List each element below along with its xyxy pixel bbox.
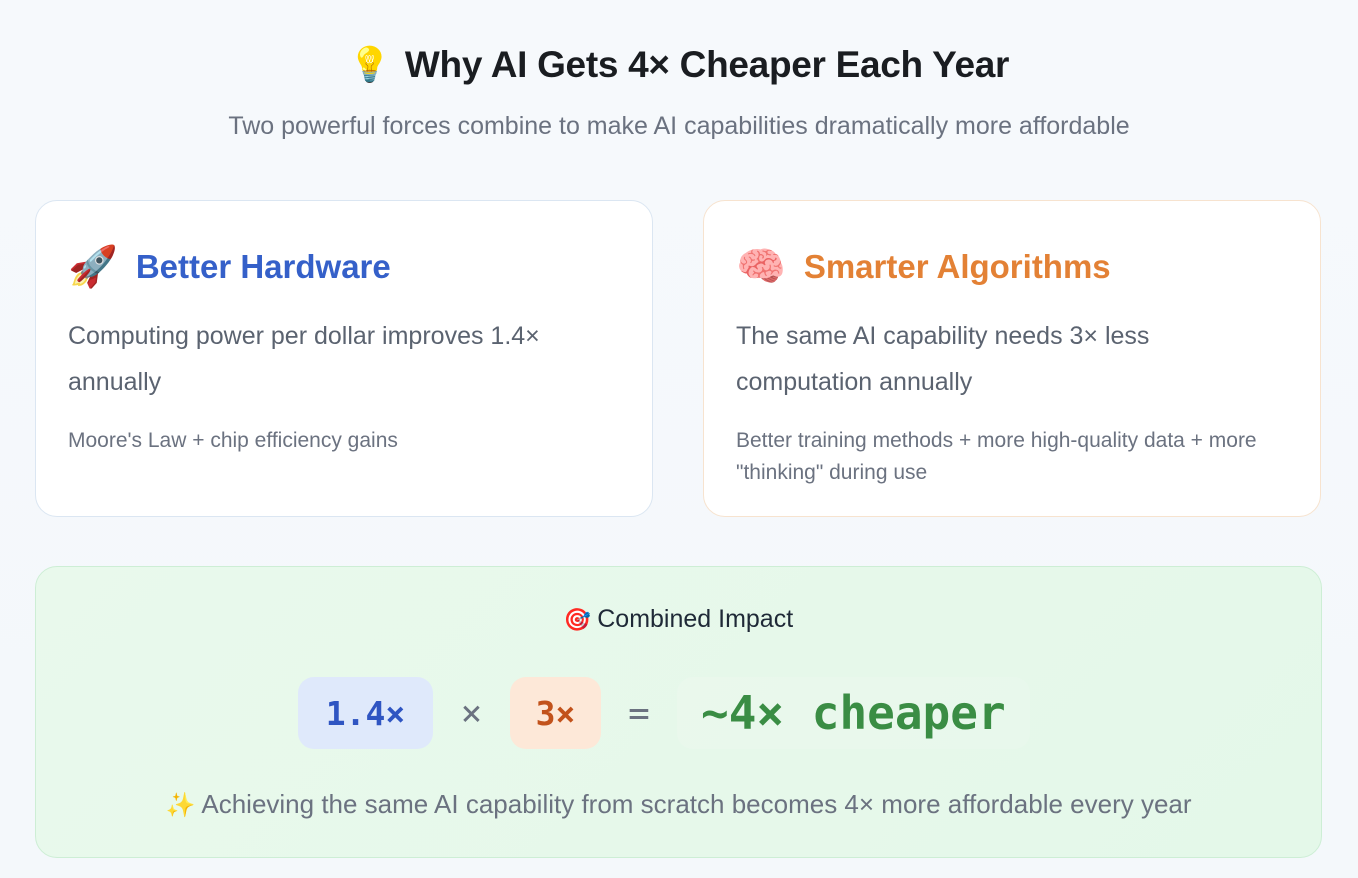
hardware-card-note: Moore's Law + chip efficiency gains: [68, 429, 398, 452]
equals-operator: =: [628, 692, 650, 734]
hardware-card: 🚀 Better Hardware Computing power per do…: [35, 200, 653, 517]
combined-impact-footer: ✨ Achieving the same AI capability from s…: [36, 789, 1321, 820]
hardware-card-header: 🚀 Better Hardware: [68, 243, 620, 291]
hardware-factor-badge: 1.4×: [298, 677, 433, 749]
algorithm-factor-badge: 3×: [510, 677, 601, 749]
algorithms-card-header: 🧠 Smarter Algorithms: [736, 243, 1288, 291]
rocket-icon: 🚀: [68, 245, 118, 289]
combined-impact-title: 🎯 Combined Impact: [36, 605, 1321, 634]
combined-impact-panel: 🎯 Combined Impact 1.4× × 3× = ~4× cheaper…: [35, 566, 1322, 858]
multiply-operator: ×: [460, 692, 483, 734]
lightbulb-icon: 💡: [348, 46, 391, 84]
result-value: ~4× cheaper: [677, 677, 1030, 749]
impact-equation: 1.4× × 3× = ~4× cheaper: [298, 677, 1030, 749]
hardware-card-title: Better Hardware: [135, 248, 391, 285]
algorithms-card-title: Smarter Algorithms: [803, 248, 1111, 285]
sparkles-icon: ✨: [165, 792, 196, 819]
combined-impact-footer-text: Achieving the same AI capability from sc…: [201, 789, 1192, 819]
algorithms-card-note: Better training methods + more high-qual…: [736, 429, 1257, 484]
combined-impact-title-text: Combined Impact: [597, 605, 794, 633]
page-title-text: Why AI Gets 4× Cheaper Each Year: [404, 44, 1010, 85]
hardware-card-body: Computing power per dollar improves 1.4×…: [68, 322, 540, 396]
brain-icon: 🧠: [736, 245, 786, 289]
page-subtitle: Two powerful forces combine to make AI c…: [228, 112, 1130, 140]
page-title: 💡 Why AI Gets 4× Cheaper Each Year: [348, 44, 1010, 86]
algorithms-card: 🧠 Smarter Algorithms The same AI capabil…: [703, 200, 1321, 517]
header: 💡 Why AI Gets 4× Cheaper Each Year Two p…: [0, 44, 1358, 141]
target-icon: 🎯: [563, 607, 592, 632]
algorithms-card-body: The same AI capability needs 3× less com…: [736, 322, 1150, 396]
